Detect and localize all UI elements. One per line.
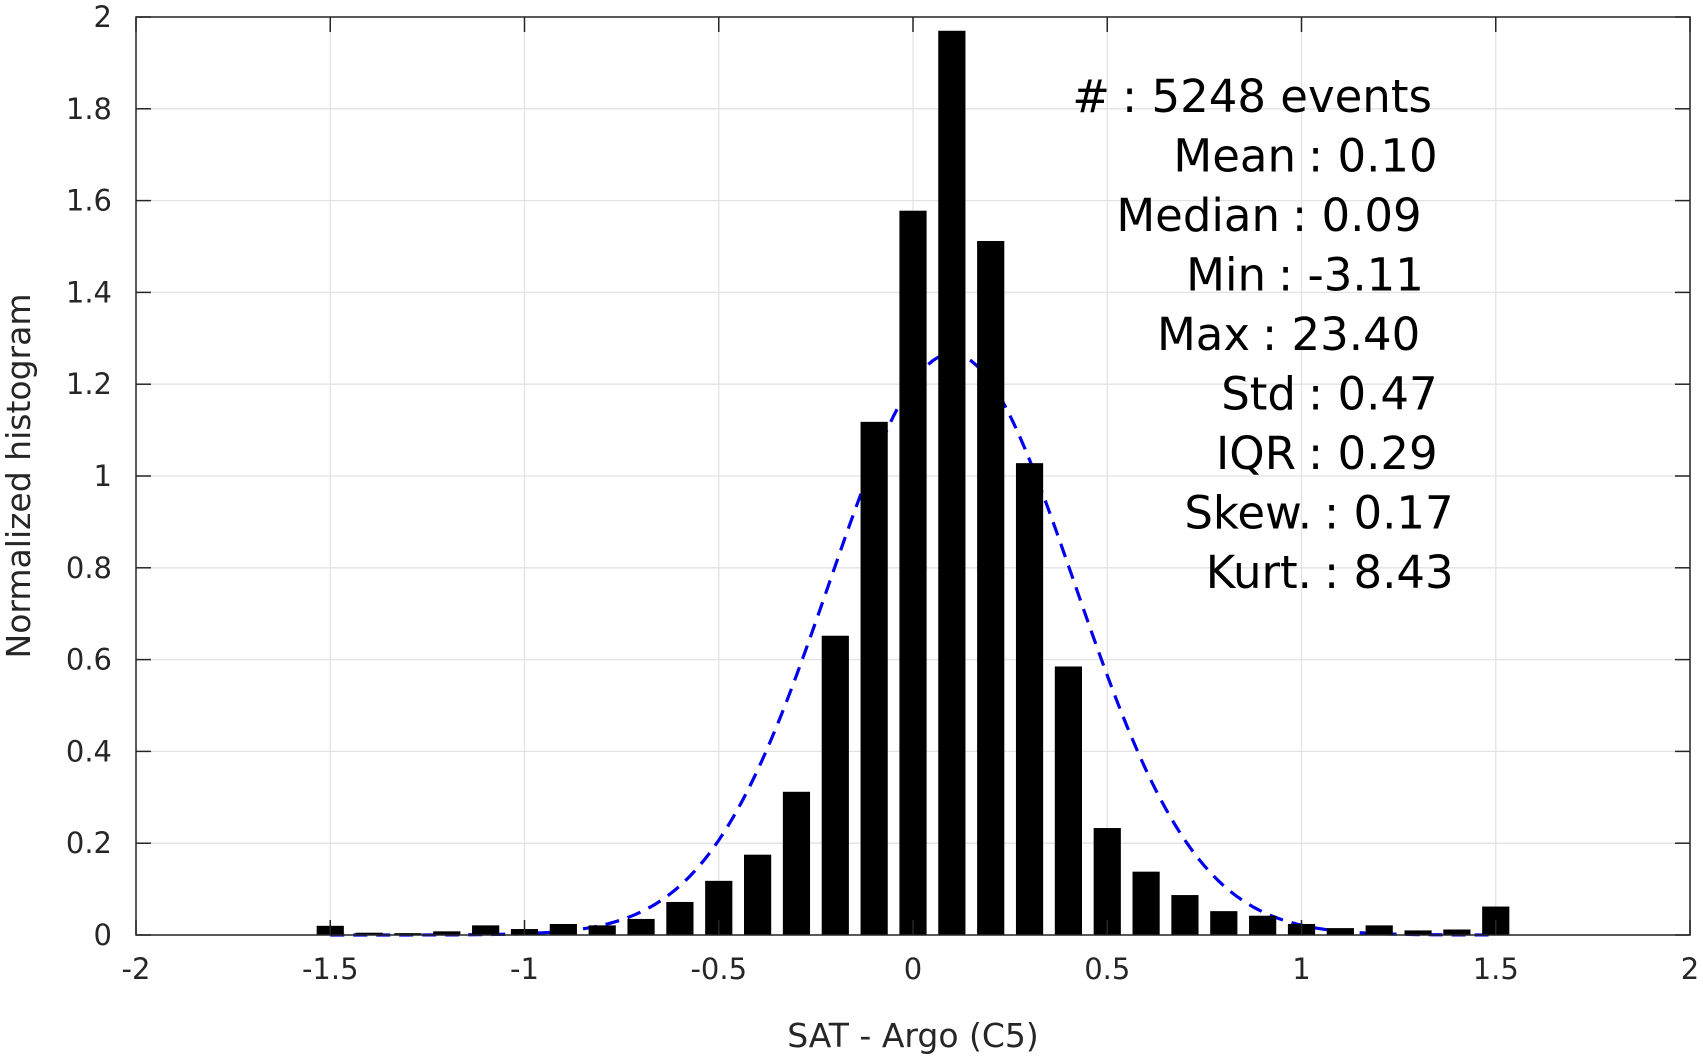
histogram-bar bbox=[938, 30, 966, 935]
histogram-bar bbox=[1093, 828, 1121, 935]
histogram-bar bbox=[1249, 915, 1277, 935]
histogram-bar bbox=[549, 923, 577, 935]
x-tick-label: 0.5 bbox=[1084, 952, 1130, 986]
stats-annotation: #: 5248 events Mean: 0.10 Median: 0.09 Min:… bbox=[1072, 70, 1453, 599]
histogram-bar bbox=[1054, 666, 1082, 935]
histogram-bar bbox=[1132, 871, 1160, 935]
histogram-bar bbox=[1404, 930, 1432, 935]
histogram-bar bbox=[744, 854, 772, 935]
x-tick-labels: -2 -1.5 -1 -0.5 0 0.5 1 1.5 2 bbox=[122, 952, 1700, 986]
histogram-bar bbox=[1171, 895, 1199, 935]
axes-box bbox=[135, 16, 1691, 936]
histogram-bar bbox=[1015, 463, 1044, 935]
bars-layer bbox=[316, 30, 1510, 935]
x-tick-label: -2 bbox=[122, 952, 151, 986]
histogram-bar bbox=[1365, 925, 1393, 935]
y-tick-label: 1 bbox=[94, 459, 112, 493]
x-tick-label: -1.5 bbox=[302, 952, 359, 986]
y-tick-label: 1.4 bbox=[66, 275, 112, 309]
stats-value: : 0.10 bbox=[1308, 130, 1438, 183]
x-tick-label: 1.5 bbox=[1473, 952, 1519, 986]
histogram-bar bbox=[666, 901, 694, 935]
x-tick-label: 1 bbox=[1292, 952, 1310, 986]
y-tick-label: 1.6 bbox=[66, 184, 112, 218]
stats-label: Max bbox=[1157, 308, 1250, 361]
stats-value: : 0.17 bbox=[1324, 487, 1454, 540]
x-tick-label: 0 bbox=[904, 952, 922, 986]
stats-label: Median bbox=[1116, 189, 1280, 242]
y-tick-label: 0 bbox=[94, 918, 112, 952]
stats-value: : 23.40 bbox=[1262, 308, 1420, 361]
histogram-bar bbox=[860, 421, 888, 935]
stats-label: Kurt. bbox=[1206, 546, 1312, 599]
x-tick-label: 2 bbox=[1681, 952, 1699, 986]
stats-label: Std bbox=[1221, 368, 1296, 421]
histogram-bar bbox=[821, 635, 849, 935]
stats-label: Min bbox=[1186, 249, 1266, 302]
histogram-bar bbox=[899, 210, 927, 935]
x-tick-label: -1 bbox=[510, 952, 539, 986]
x-axis-label: SAT - Argo (C5) bbox=[787, 1016, 1039, 1055]
histogram-bar bbox=[627, 918, 655, 935]
y-tick-label: 0.6 bbox=[66, 643, 112, 677]
stats-value: : 0.47 bbox=[1308, 368, 1438, 421]
stats-value: : 8.43 bbox=[1324, 546, 1454, 599]
histogram-bar bbox=[433, 931, 461, 935]
histogram-bar bbox=[472, 925, 500, 935]
histogram-bar bbox=[782, 791, 811, 935]
stats-value: : 5248 events bbox=[1122, 70, 1432, 123]
y-tick-labels: 0 0.2 0.4 0.6 0.8 1 1.2 1.4 1.6 1.8 2 bbox=[66, 0, 112, 952]
y-axis-label: Normalized histogram bbox=[0, 294, 38, 659]
y-tick-label: 0.4 bbox=[66, 734, 112, 768]
stats-label: IQR bbox=[1216, 427, 1296, 480]
stats-label: Skew. bbox=[1184, 487, 1312, 540]
histogram-bar bbox=[394, 933, 422, 935]
y-tick-label: 0.8 bbox=[66, 551, 112, 585]
histogram-bar bbox=[1326, 928, 1354, 935]
stats-value: : 0.09 bbox=[1292, 189, 1422, 242]
y-tick-label: 2 bbox=[94, 0, 112, 34]
y-tick-label: 0.2 bbox=[66, 826, 112, 860]
x-tick-label: -0.5 bbox=[690, 952, 747, 986]
histogram-bar bbox=[355, 932, 383, 935]
stats-value: : -3.11 bbox=[1278, 249, 1424, 302]
y-tick-label: 1.8 bbox=[66, 92, 112, 126]
stats-label: # bbox=[1072, 70, 1110, 123]
histogram-bar bbox=[1210, 911, 1238, 935]
stats-label: Mean bbox=[1173, 130, 1296, 183]
stats-value: : 0.29 bbox=[1308, 427, 1438, 480]
y-tick-label: 1.2 bbox=[66, 367, 112, 401]
histogram-bar bbox=[977, 240, 1005, 935]
histogram-bar bbox=[588, 925, 616, 935]
histogram-bar bbox=[1443, 929, 1471, 935]
